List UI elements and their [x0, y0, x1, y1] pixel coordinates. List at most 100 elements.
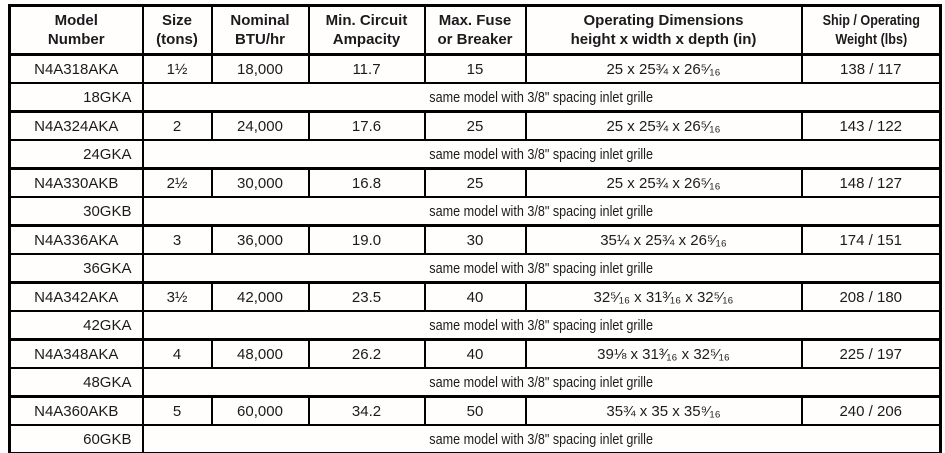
size-cell: 3: [141, 224, 213, 255]
column-header-dimensions-line1: Operating Dimensions: [583, 12, 744, 29]
dimensions-cell: 35¾ x 35 x 35⁹⁄₁₆: [524, 395, 803, 426]
dimensions-cell: 32⁵⁄₁₆ x 31³⁄₁₆ x 32⁵⁄₁₆: [524, 281, 803, 312]
model-row: N4A324AKA 2 24,000 17.6 25 25 x 25¾ x 26⁵⁄₁₆ 1…: [8, 110, 942, 141]
variant-model-cell: 30GKB: [8, 196, 144, 227]
column-header-weight-line2: Weight (lbs): [834, 31, 907, 48]
weight-cell: 138 / 117: [800, 53, 942, 84]
variant-row: 24GKA same model with 3/8" spacing inlet …: [8, 139, 942, 170]
btu-cell: 30,000: [210, 167, 310, 198]
variant-model-cell: 60GKB: [8, 424, 144, 453]
ampacity-cell: 26.2: [307, 338, 426, 369]
model-row: N4A342AKA 3½ 42,000 23.5 40 32⁵⁄₁₆ x 31³⁄₁₆ x…: [8, 281, 942, 312]
weight-cell: 240 / 206: [800, 395, 942, 426]
model-row: N4A360AKB 5 60,000 34.2 50 35¾ x 35 x 35⁹⁄₁₆ 2…: [8, 395, 942, 426]
dimensions-cell: 25 x 25¾ x 26⁵⁄₁₆: [524, 110, 803, 141]
variant-note-text: same model with 3/8" spacing inlet grill…: [429, 430, 654, 448]
column-header-fuse-line1: Max. Fuse: [438, 12, 512, 29]
variant-note-cell: same model with 3/8" spacing inlet grill…: [141, 310, 942, 341]
model-cell: N4A342AKA: [8, 281, 144, 312]
variant-note-cell: same model with 3/8" spacing inlet grill…: [141, 253, 942, 284]
column-header-fuse-line2: or Breaker: [437, 31, 513, 48]
model-cell: N4A348AKA: [8, 338, 144, 369]
ampacity-cell: 17.6: [307, 110, 426, 141]
btu-cell: 48,000: [210, 338, 310, 369]
unit-specification-table: Model Number Size (tons) Nominal BTU/hr Min. C…: [8, 4, 942, 453]
variant-note-cell: same model with 3/8" spacing inlet grill…: [141, 196, 942, 227]
column-header-size: Size (tons): [141, 4, 213, 56]
btu-cell: 36,000: [210, 224, 310, 255]
variant-note-text: same model with 3/8" spacing inlet grill…: [429, 316, 654, 334]
fuse-cell: 50: [423, 395, 527, 426]
weight-cell: 148 / 127: [800, 167, 942, 198]
variant-note-text: same model with 3/8" spacing inlet grill…: [429, 202, 654, 220]
variant-note-cell: same model with 3/8" spacing inlet grill…: [141, 367, 942, 398]
btu-cell: 18,000: [210, 53, 310, 84]
variant-note-text: same model with 3/8" spacing inlet grill…: [429, 88, 654, 106]
variant-row: 30GKB same model with 3/8" spacing inlet …: [8, 196, 942, 227]
column-header-size-line1: Size: [161, 12, 192, 29]
model-row: N4A336AKA 3 36,000 19.0 30 35¼ x 25¾ x 26⁵⁄₁₆…: [8, 224, 942, 255]
column-header-btu-line1: Nominal: [230, 12, 290, 29]
column-header-btu: Nominal BTU/hr: [210, 4, 310, 56]
ampacity-cell: 11.7: [307, 53, 426, 84]
fuse-cell: 25: [423, 110, 527, 141]
column-header-fuse: Max. Fuse or Breaker: [423, 4, 527, 56]
fuse-cell: 15: [423, 53, 527, 84]
variant-model-cell: 48GKA: [8, 367, 144, 398]
size-cell: 4: [141, 338, 213, 369]
column-header-ampacity-line2: Ampacity: [332, 31, 401, 48]
variant-model-cell: 18GKA: [8, 82, 144, 113]
fuse-cell: 40: [423, 281, 527, 312]
btu-cell: 24,000: [210, 110, 310, 141]
column-header-weight: Ship / Operating Weight (lbs): [800, 4, 942, 56]
table-body: N4A318AKA 1½ 18,000 11.7 15 25 x 25¾ x 26⁵⁄₁₆…: [8, 53, 942, 453]
model-row: N4A330AKB 2½ 30,000 16.8 25 25 x 25¾ x 26⁵⁄₁₆…: [8, 167, 942, 198]
model-cell: N4A360AKB: [8, 395, 144, 426]
fuse-cell: 30: [423, 224, 527, 255]
ampacity-cell: 34.2: [307, 395, 426, 426]
size-cell: 2: [141, 110, 213, 141]
column-header-model: Model Number: [8, 4, 144, 56]
column-header-weight-line1: Ship / Operating: [822, 12, 920, 29]
variant-row: 18GKA same model with 3/8" spacing inlet …: [8, 82, 942, 113]
ampacity-cell: 16.8: [307, 167, 426, 198]
btu-cell: 60,000: [210, 395, 310, 426]
column-header-model-line2: Number: [47, 31, 105, 48]
ampacity-cell: 19.0: [307, 224, 426, 255]
model-cell: N4A324AKA: [8, 110, 144, 141]
variant-note-text: same model with 3/8" spacing inlet grill…: [429, 373, 654, 391]
variant-row: 60GKB same model with 3/8" spacing inlet …: [8, 424, 942, 453]
variant-note-cell: same model with 3/8" spacing inlet grill…: [141, 139, 942, 170]
dimensions-cell: 25 x 25¾ x 26⁵⁄₁₆: [524, 53, 803, 84]
table-header: Model Number Size (tons) Nominal BTU/hr Min. C…: [8, 4, 942, 56]
variant-row: 48GKA same model with 3/8" spacing inlet …: [8, 367, 942, 398]
variant-row: 36GKA same model with 3/8" spacing inlet …: [8, 253, 942, 284]
column-header-size-line2: (tons): [156, 31, 198, 48]
variant-note-text: same model with 3/8" spacing inlet grill…: [429, 259, 654, 277]
variant-model-cell: 24GKA: [8, 139, 144, 170]
variant-note-text: same model with 3/8" spacing inlet grill…: [429, 145, 654, 163]
model-cell: N4A336AKA: [8, 224, 144, 255]
dimensions-cell: 25 x 25¾ x 26⁵⁄₁₆: [524, 167, 803, 198]
weight-cell: 225 / 197: [800, 338, 942, 369]
column-header-btu-line2: BTU/hr: [235, 31, 285, 48]
variant-row: 42GKA same model with 3/8" spacing inlet …: [8, 310, 942, 341]
column-header-dimensions-line2: height x width x depth (in): [570, 31, 757, 48]
dimensions-cell: 35¼ x 25¾ x 26⁵⁄₁₆: [524, 224, 803, 255]
variant-model-cell: 42GKA: [8, 310, 144, 341]
weight-cell: 143 / 122: [800, 110, 942, 141]
model-cell: N4A318AKA: [8, 53, 144, 84]
weight-cell: 174 / 151: [800, 224, 942, 255]
variant-model-cell: 36GKA: [8, 253, 144, 284]
column-header-ampacity: Min. Circuit Ampacity: [307, 4, 426, 56]
column-header-dimensions: Operating Dimensions height x width x dep…: [524, 4, 803, 56]
ampacity-cell: 23.5: [307, 281, 426, 312]
variant-note-cell: same model with 3/8" spacing inlet grill…: [141, 82, 942, 113]
column-header-model-line1: Model: [54, 12, 98, 29]
size-cell: 5: [141, 395, 213, 426]
fuse-cell: 40: [423, 338, 527, 369]
model-row: N4A318AKA 1½ 18,000 11.7 15 25 x 25¾ x 26⁵⁄₁₆…: [8, 53, 942, 84]
weight-cell: 208 / 180: [800, 281, 942, 312]
header-row: Model Number Size (tons) Nominal BTU/hr Min. C…: [8, 4, 942, 56]
